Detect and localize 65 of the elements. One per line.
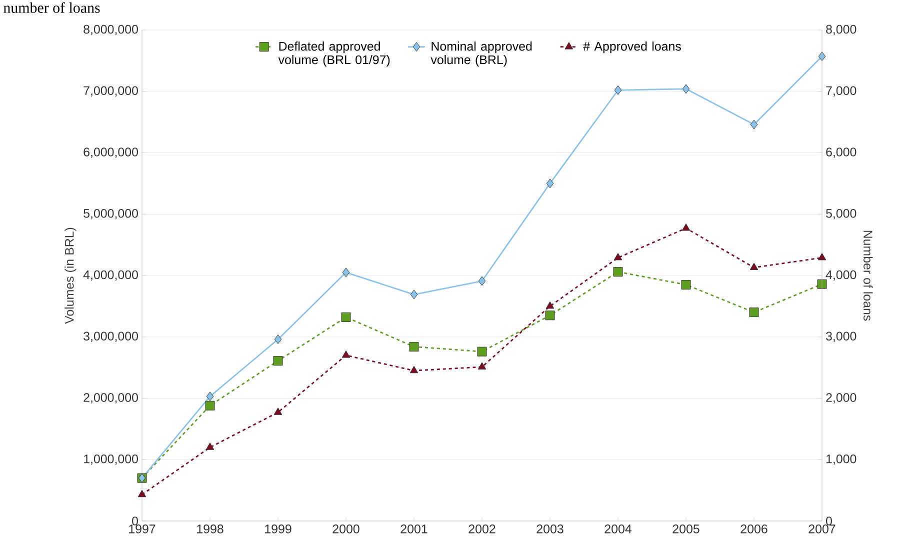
point xyxy=(546,178,554,188)
point xyxy=(681,280,691,290)
y2-tick-label: 0 xyxy=(826,516,832,526)
y2-tick-label: 4,000 xyxy=(826,270,856,281)
legend-label: # Approved loans xyxy=(583,42,681,54)
y-tick-label: 3,000,000 xyxy=(84,332,138,342)
point xyxy=(410,366,418,374)
point xyxy=(138,490,146,498)
x-tick-label: 2005 xyxy=(672,524,700,534)
x-tick-label: 1999 xyxy=(265,524,292,534)
y2-tick-label: 5,000 xyxy=(826,208,856,220)
x-tick-label: 2002 xyxy=(468,524,496,534)
y2-axis-title: Number of loans xyxy=(864,230,873,321)
y-tick-label: 7,000,000 xyxy=(84,86,138,97)
point xyxy=(206,392,214,402)
y2-tick-label: 2,000 xyxy=(826,393,856,404)
x-tick-label: 2003 xyxy=(536,524,564,534)
point xyxy=(273,356,283,366)
point xyxy=(274,408,282,415)
point xyxy=(614,85,622,95)
point xyxy=(546,301,554,309)
x-tick-label: 2001 xyxy=(400,524,428,534)
point xyxy=(342,350,350,358)
x-tick-label: 1997 xyxy=(129,524,156,534)
y2-tick-label: 8,000 xyxy=(826,24,856,36)
point xyxy=(206,442,214,450)
x-tick-label: 1998 xyxy=(197,524,224,534)
y-tick-label: 6,000,000 xyxy=(84,148,138,158)
point xyxy=(410,290,418,300)
point xyxy=(545,310,555,320)
y2-tick-label: 1,000 xyxy=(826,454,856,465)
text: number of loans xyxy=(4,2,100,13)
point xyxy=(409,342,419,352)
point xyxy=(750,262,758,270)
point xyxy=(817,279,827,289)
point xyxy=(613,267,623,277)
point xyxy=(818,252,826,260)
legend-label: Deflated approved volume (BRL 01/97) xyxy=(278,42,390,67)
y-tick-label: 1,000,000 xyxy=(84,454,138,465)
y2-tick-label: 6,000 xyxy=(826,148,856,158)
y-tick-label: 8,000,000 xyxy=(84,24,138,36)
point xyxy=(341,312,351,322)
point xyxy=(614,252,622,260)
y-tick-label: 0 xyxy=(132,516,138,526)
point xyxy=(477,346,487,356)
point xyxy=(478,276,486,286)
y-tick-label: 2,000,000 xyxy=(84,393,138,404)
point xyxy=(682,223,690,231)
y2-tick-label: 7,000 xyxy=(826,86,856,97)
point xyxy=(342,268,350,278)
x-tick-label: 2007 xyxy=(808,524,836,534)
y-axis-title: Volumes (in BRL) xyxy=(64,228,76,324)
point xyxy=(682,84,690,94)
y-tick-label: 4,000,000 xyxy=(83,270,138,281)
x-tick-label: 2006 xyxy=(740,524,768,534)
point xyxy=(750,120,758,130)
x-tick-label: 2000 xyxy=(332,524,360,534)
y-tick-label: 5,000,000 xyxy=(84,208,138,220)
x-tick-label: 2004 xyxy=(604,524,632,534)
legend-label: Nominal approved volume (BRL) xyxy=(430,42,532,67)
y2-tick-label: 3,000 xyxy=(826,332,856,342)
point xyxy=(274,334,282,344)
point xyxy=(478,362,486,370)
point xyxy=(749,308,759,318)
point xyxy=(205,400,215,410)
